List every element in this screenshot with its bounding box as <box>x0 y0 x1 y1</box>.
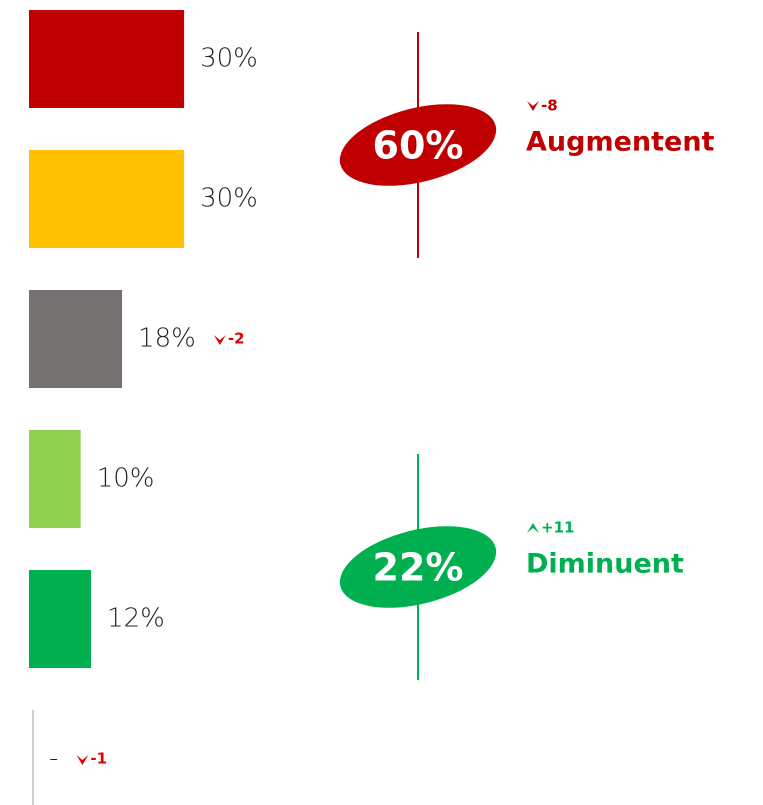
bar <box>29 10 185 108</box>
summary-badge <box>339 526 497 608</box>
summary-value: 60% <box>373 124 464 168</box>
change-label: -1 <box>90 750 107 768</box>
value-label: 10% <box>97 464 155 494</box>
bar <box>29 150 185 248</box>
bar <box>29 430 81 528</box>
summary-text: Diminuent <box>526 549 684 580</box>
down-arrow <box>213 335 226 345</box>
bar <box>29 290 123 388</box>
summary-badge <box>339 104 497 186</box>
down-arrow <box>527 101 539 111</box>
bar <box>29 570 92 668</box>
change-label: -2 <box>228 330 245 348</box>
value-label: 30% <box>200 184 258 214</box>
value-label: 12% <box>107 604 165 634</box>
value-label: 18% <box>138 324 196 354</box>
value-label: - <box>49 744 58 774</box>
summary-change: -8 <box>541 97 558 115</box>
value-label: 30% <box>200 44 258 74</box>
down-arrow <box>76 755 89 765</box>
summary-text: Augmentent <box>526 127 715 158</box>
up-arrow <box>527 523 539 533</box>
summary-value: 22% <box>373 546 464 590</box>
summary-change: +11 <box>541 519 574 537</box>
